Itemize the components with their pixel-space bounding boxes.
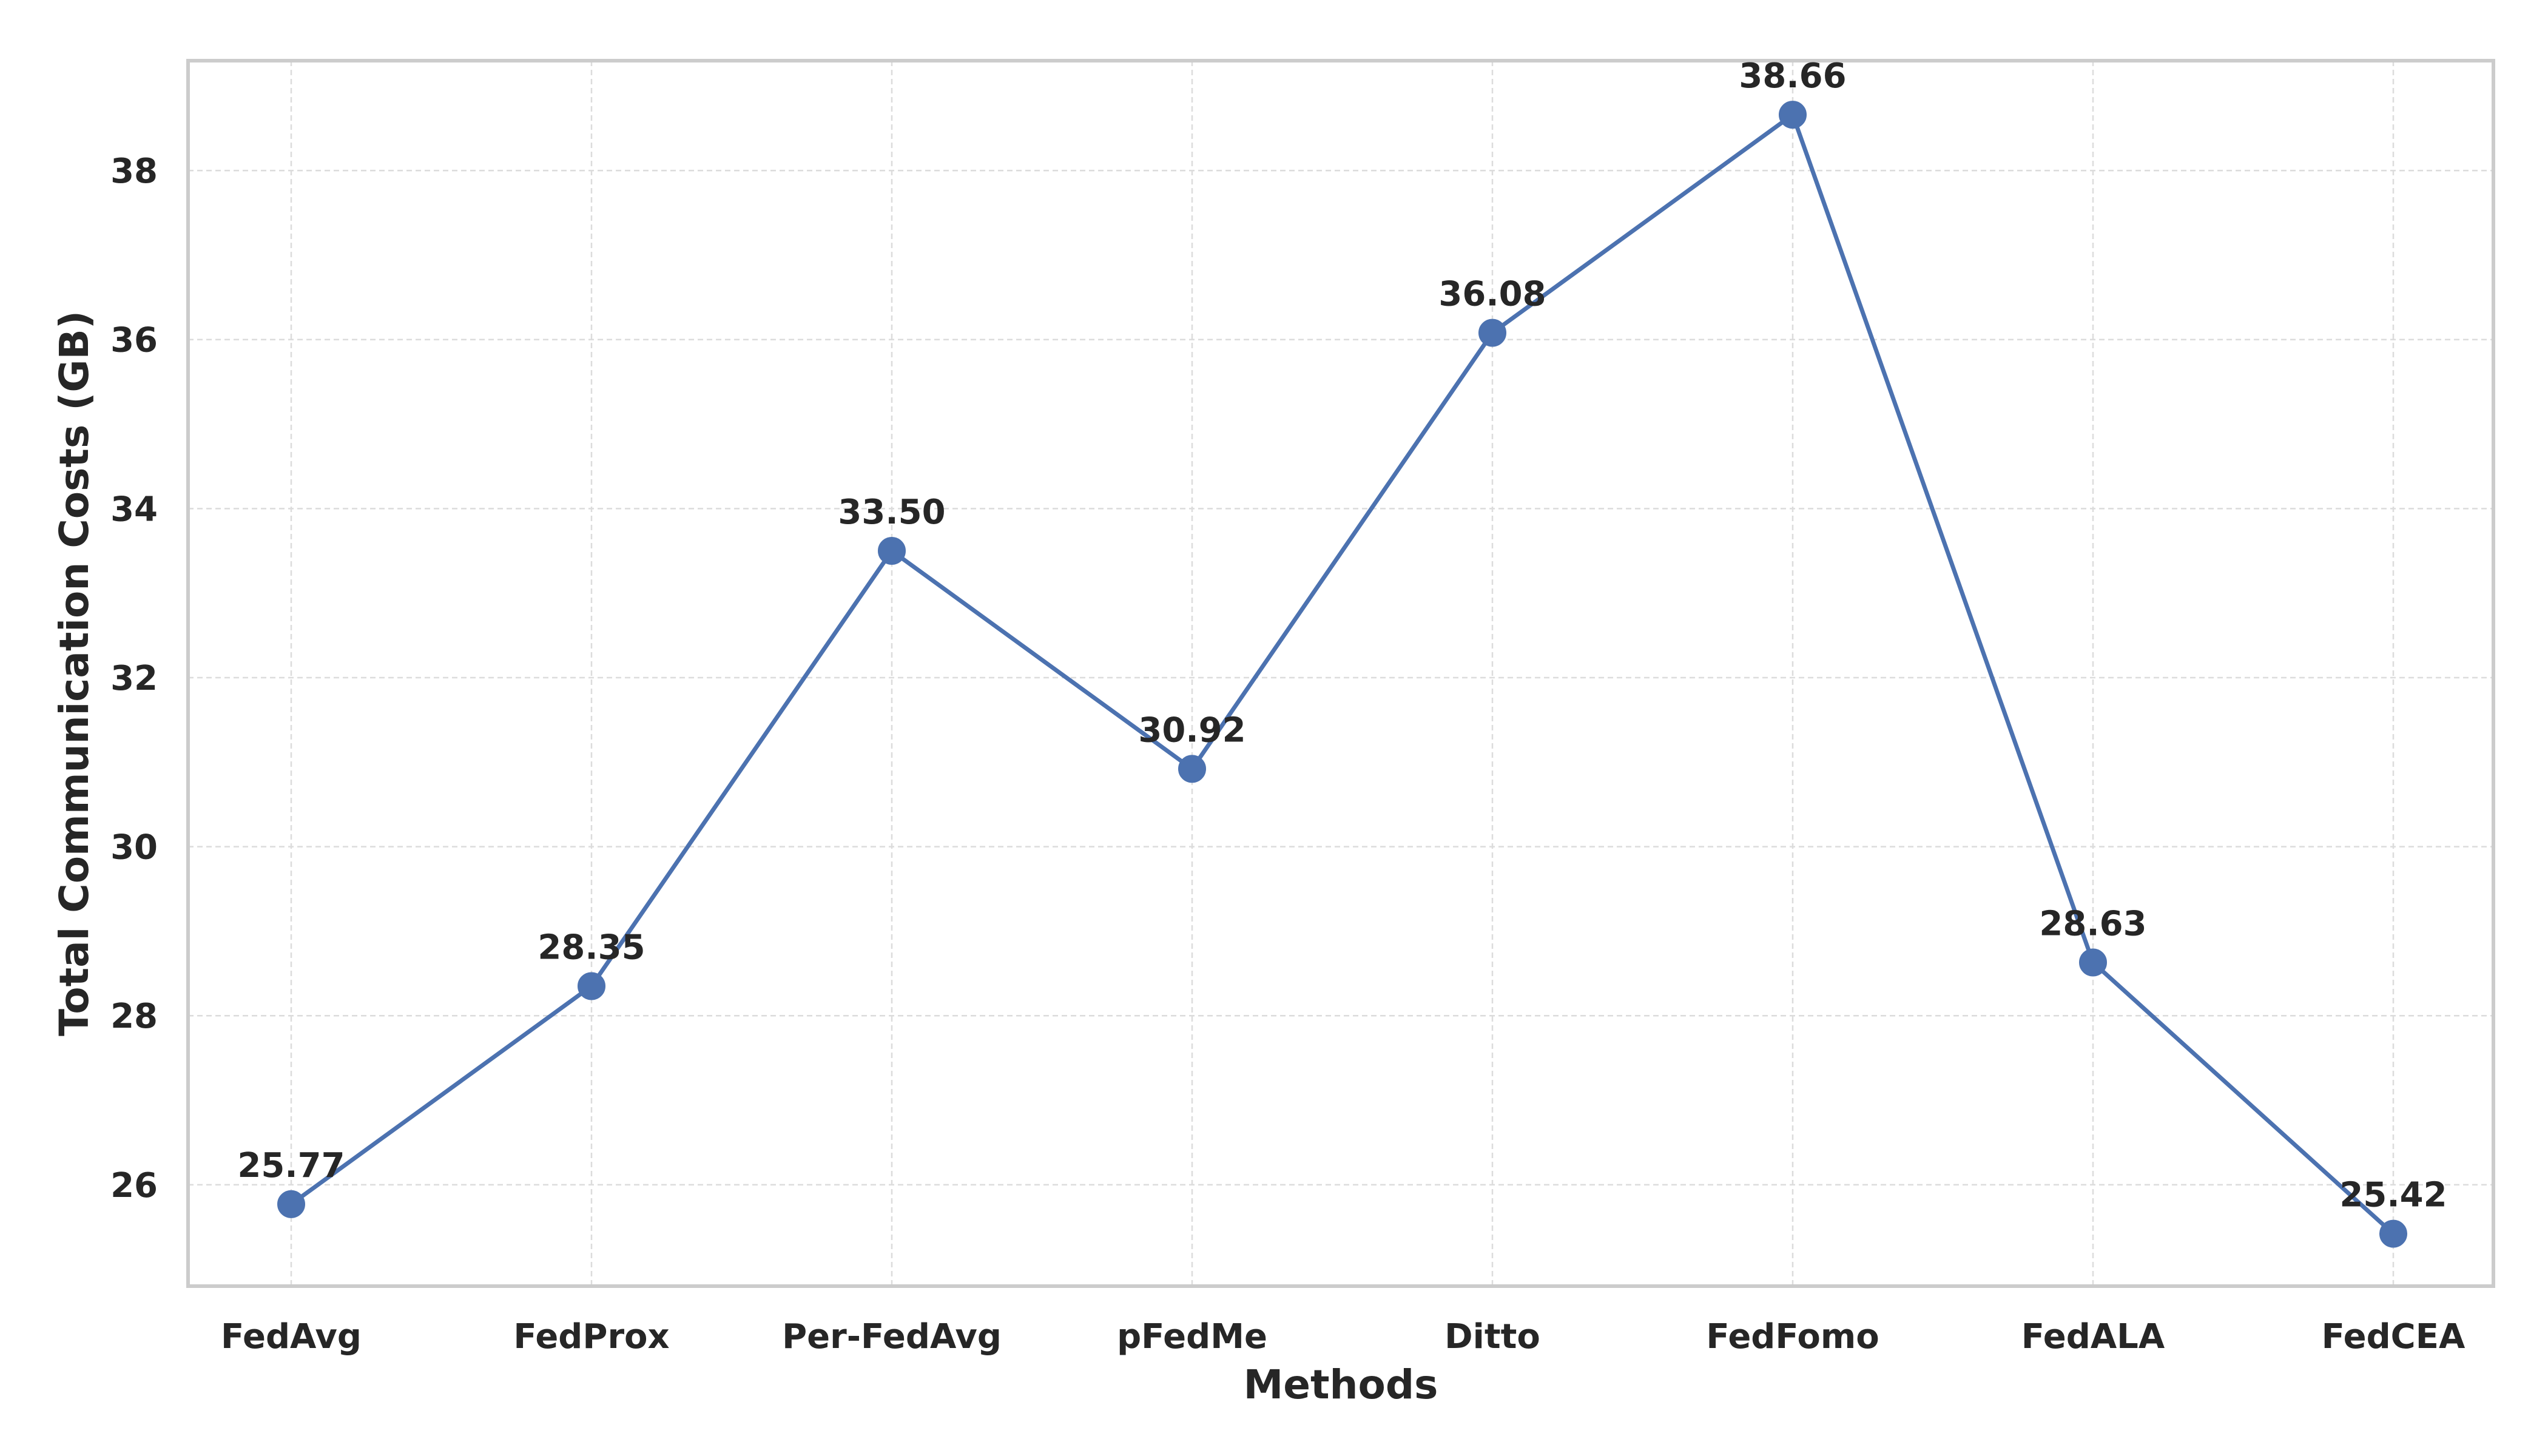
x-tick-label: Ditto xyxy=(1444,1317,1540,1357)
data-labels: 25.77 28.35 33.50 30.92 36.08 38.66 28.63 25.42 xyxy=(237,56,2447,1215)
data-point xyxy=(277,1190,305,1218)
grid-lines xyxy=(188,61,2493,1286)
y-axis-title: Total Communication Costs (GB) xyxy=(51,311,98,1036)
data-label: 28.35 xyxy=(538,928,645,967)
y-tick-label: 28 xyxy=(110,997,158,1036)
data-label: 33.50 xyxy=(838,493,945,532)
x-tick-label: FedCEA xyxy=(2322,1317,2465,1357)
x-tick-label: Per-FedAvg xyxy=(782,1317,1002,1357)
data-label: 30.92 xyxy=(1138,710,1245,750)
x-tick-label: FedProx xyxy=(513,1317,669,1357)
data-label: 25.42 xyxy=(2339,1176,2447,1215)
data-label: 38.66 xyxy=(1739,56,1846,96)
data-label: 28.63 xyxy=(2039,904,2146,943)
series-line xyxy=(289,112,2396,1236)
y-axis-ticks: 26 28 30 32 34 36 38 xyxy=(110,152,158,1205)
y-tick-label: 30 xyxy=(110,828,158,868)
data-points xyxy=(277,101,2407,1248)
data-point xyxy=(2079,948,2107,977)
data-point xyxy=(578,972,605,1000)
x-tick-label: FedALA xyxy=(2021,1317,2165,1357)
x-tick-label: FedFomo xyxy=(1706,1317,1879,1357)
plot-frame xyxy=(186,59,2495,1288)
y-tick-label: 38 xyxy=(110,152,158,191)
data-point xyxy=(878,537,906,565)
y-tick-label: 26 xyxy=(110,1166,158,1205)
y-tick-label: 34 xyxy=(110,490,158,529)
data-point xyxy=(1478,318,1506,347)
x-tick-label: FedAvg xyxy=(221,1317,362,1357)
data-point xyxy=(1178,755,1206,783)
data-point xyxy=(2379,1219,2407,1248)
x-axis-title: Methods xyxy=(1244,1361,1438,1408)
y-tick-label: 32 xyxy=(110,659,158,698)
x-axis-ticks: FedAvg FedProx Per-FedAvg pFedMe Ditto FedFom… xyxy=(221,1317,2465,1357)
y-tick-label: 36 xyxy=(110,321,158,360)
data-point xyxy=(1779,101,1807,129)
x-tick-label: pFedMe xyxy=(1117,1317,1267,1357)
data-label: 36.08 xyxy=(1438,275,1546,314)
data-label: 25.77 xyxy=(237,1146,345,1185)
